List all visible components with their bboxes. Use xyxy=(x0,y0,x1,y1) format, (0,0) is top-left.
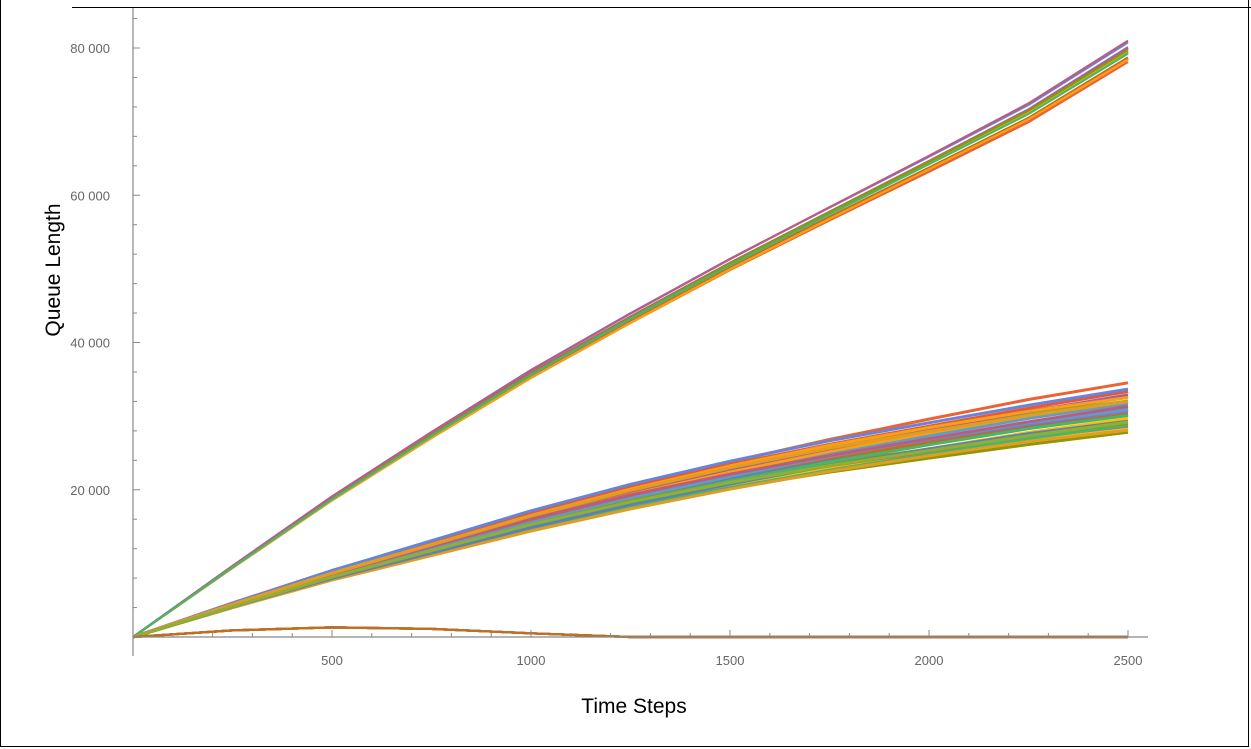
x-tick-label: 1500 xyxy=(716,653,745,668)
series-line xyxy=(132,41,1129,638)
axes-layer: 500 1000 1500 2000 2500 20 000 40 000 60 000 80 … xyxy=(70,8,1148,668)
series-line xyxy=(132,60,1129,638)
x-tick-label: 500 xyxy=(321,653,343,668)
y-tick-label: 20 000 xyxy=(70,483,110,498)
x-axis-title: Time Steps xyxy=(581,695,686,718)
x-tick-label: 2000 xyxy=(915,653,944,668)
chart-frame-top-border xyxy=(72,7,1251,8)
series-line xyxy=(132,51,1129,638)
y-tick-label: 60 000 xyxy=(70,188,110,203)
series-line xyxy=(132,400,1129,639)
series-line xyxy=(132,626,1128,639)
series-line xyxy=(132,39,1129,638)
x-tick-label: 1000 xyxy=(517,653,546,668)
series-line xyxy=(132,402,1129,639)
series-line xyxy=(132,52,1129,638)
x-tick-label: 2500 xyxy=(1114,653,1143,668)
series-line xyxy=(132,420,1129,639)
y-axis-title: Queue Length xyxy=(42,203,65,336)
series-line xyxy=(132,387,1129,639)
y-tick-label: 80 000 xyxy=(70,41,110,56)
series-layer xyxy=(132,39,1129,639)
y-tick-label: 40 000 xyxy=(70,336,110,351)
series-line xyxy=(132,419,1129,639)
